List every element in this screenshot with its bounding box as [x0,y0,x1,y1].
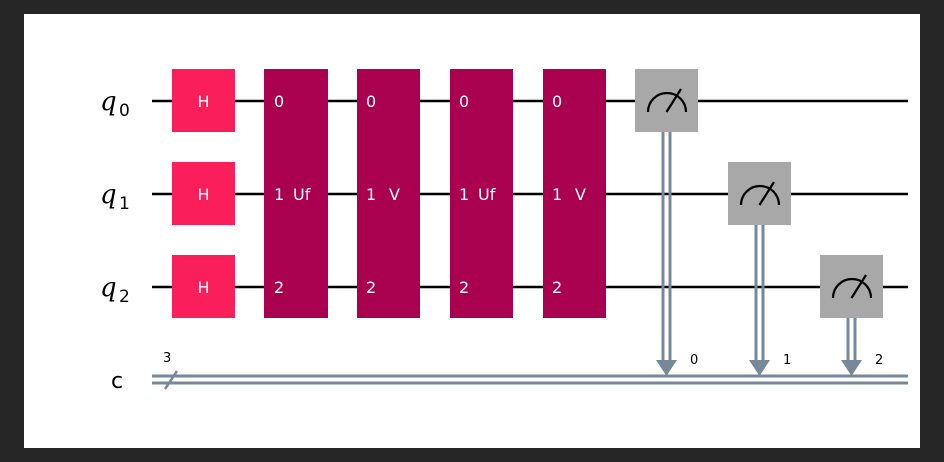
h-gate-2 [172,255,235,318]
qubit-label-2-letter: q [100,273,117,303]
measure-gate-0 [635,69,698,132]
oracle-gate-uf-1-name: Uf [293,185,311,204]
oracle-gate-v-2 [543,69,606,318]
meter-needle [665,88,682,113]
oracle-gate-uf-1-pin-2: 2 [274,278,284,297]
measure-0-arrow [656,360,677,376]
measure-gate-2 [820,255,883,318]
oracle-gate-v-1-pin-1: 1 [366,185,376,204]
qubit-label-2-index: 2 [119,287,130,307]
oracle-gate-uf-1-pin-0: 0 [274,92,284,111]
meter-needle [758,181,775,206]
measure-2-bit-label: 2 [875,353,883,368]
meter-icon [646,91,688,113]
oracle-gate-v-2-pin-2: 2 [552,278,562,297]
measure-2-arrow [841,360,862,376]
measure-0-bit-label: 0 [690,353,698,368]
oracle-gate-v-1 [357,69,420,318]
oracle-gate-v-1-name: V [389,185,400,204]
h-gate-0 [172,69,235,132]
classical-register-label: c [111,369,123,394]
h-gate-0-label: H [197,92,209,111]
qubit-label-1-index: 1 [119,194,130,214]
classical-bit-count: 3 [163,351,171,366]
oracle-gate-uf-1 [264,69,328,318]
measure-1-bit-label: 1 [783,353,791,368]
h-gate-2-label: H [197,278,209,297]
meter-needle [850,274,867,299]
oracle-gate-uf-2-pin-1: 1 [459,185,469,204]
meter-icon [739,184,781,206]
oracle-gate-v-2-name: V [575,185,586,204]
oracle-gate-uf-2-name: Uf [478,185,496,204]
oracle-gate-v-2-pin-1: 1 [552,185,562,204]
measure-1-arrow [749,360,770,376]
bus-slash [163,370,179,390]
oracle-gate-v-1-pin-2: 2 [366,278,376,297]
oracle-gate-uf-2 [450,69,513,318]
h-gate-1-label: H [197,185,209,204]
measure-gate-1 [728,162,791,225]
oracle-gate-v-1-pin-0: 0 [366,92,376,111]
qubit-label-0-letter: q [100,87,117,117]
oracle-gate-uf-2-pin-0: 0 [459,92,469,111]
qubit-label-0-index: 0 [119,101,130,121]
meter-icon [831,277,873,299]
oracle-gate-v-2-pin-0: 0 [552,92,562,111]
qubit-label-1-letter: q [100,180,117,210]
oracle-gate-uf-1-pin-1: 1 [274,185,284,204]
oracle-gate-uf-2-pin-2: 2 [459,278,469,297]
h-gate-1 [172,162,235,225]
